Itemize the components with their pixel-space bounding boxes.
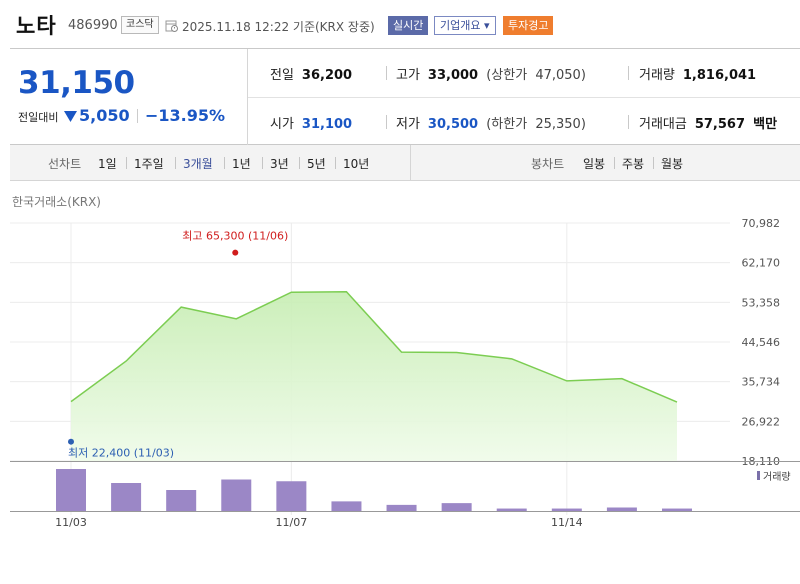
current-price: 31,150 <box>18 65 135 101</box>
divider <box>386 115 387 129</box>
chart-source: 한국거래소(KRX) <box>12 195 101 209</box>
price-chart[interactable]: 70,98262,17053,35844,54635,73426,92218,1… <box>0 210 800 540</box>
divider <box>126 157 127 169</box>
volume-value: 1,816,041 <box>682 68 757 83</box>
amount-value: 57,567 <box>694 117 746 132</box>
y-tick-label: 53,358 <box>742 296 781 309</box>
prev-close-label: 전일 <box>270 68 294 83</box>
change-label: 전일대비 <box>18 111 59 124</box>
y-tick-label: 35,734 <box>742 376 781 389</box>
volume-bar <box>221 479 252 511</box>
x-tick-label: 11/07 <box>276 516 308 529</box>
day-high: 고가 33,000 (상한가 47,050) <box>396 64 586 83</box>
divider <box>628 66 629 80</box>
volume-bar <box>606 507 637 511</box>
period-selector: 선차트 1일 1주일 3개월 1년 3년 5년 10년 봉차트 일봉 주봉 월봉 <box>10 145 800 181</box>
market-badge: 코스닥 <box>121 16 159 34</box>
period-3y[interactable]: 3년 <box>270 157 289 171</box>
company-overview-button[interactable]: 기업개요 ▾ <box>434 16 496 35</box>
candle-chart-label: 봉차트 <box>531 157 565 171</box>
down-arrow-icon <box>64 111 77 122</box>
divider <box>386 66 387 80</box>
period-1w[interactable]: 1주일 <box>134 157 164 171</box>
high-value: 33,000 <box>427 68 479 83</box>
high-label: 최고 65,300 (11/06) <box>182 230 288 243</box>
divider <box>628 115 629 129</box>
low-marker <box>68 438 74 445</box>
high-marker <box>232 249 239 256</box>
high-label: 고가 <box>396 68 420 83</box>
open-value: 31,100 <box>301 117 353 132</box>
low-value: 30,500 <box>427 117 479 132</box>
volume-bar <box>166 490 197 511</box>
candle-daily[interactable]: 일봉 <box>583 157 606 171</box>
volume-bar <box>111 483 142 511</box>
legend-swatch <box>757 471 760 480</box>
divider <box>335 157 336 169</box>
volume-bar <box>662 508 692 511</box>
period-1d[interactable]: 1일 <box>98 157 117 171</box>
open-price: 시가 31,100 <box>270 113 352 132</box>
period-10y[interactable]: 10년 <box>343 157 370 171</box>
stock-name: 노타 <box>16 14 57 38</box>
volume-bar <box>551 508 582 511</box>
legend-label: 거래량 <box>763 471 791 483</box>
period-3m[interactable]: 3개월 <box>183 157 213 171</box>
trade-amount: 거래대금 57,567 백만 <box>639 113 777 132</box>
realtime-button[interactable]: 실시간 <box>388 16 429 35</box>
current-price-box: 31,150 전일대비 5,050 −13.95% <box>10 49 248 145</box>
upper-limit-value: 47,050) <box>535 68 586 83</box>
volume-bar <box>496 508 527 511</box>
amount-label: 거래대금 <box>639 117 687 132</box>
prev-close: 전일 36,200 <box>270 64 352 83</box>
amount-unit: 백만 <box>753 117 778 132</box>
divider <box>299 157 300 169</box>
divider <box>175 157 176 169</box>
divider <box>614 157 615 169</box>
price-summary: 31,150 전일대비 5,050 −13.95% 전일 36,200 고가 33,… <box>10 48 800 145</box>
y-tick-label: 62,170 <box>742 257 781 270</box>
open-label: 시가 <box>270 117 294 132</box>
x-tick-label: 11/03 <box>55 516 87 529</box>
lower-limit-label: (하한가 <box>486 117 528 132</box>
row-divider <box>248 97 800 98</box>
x-tick-label: 11/14 <box>551 516 583 529</box>
line-chart-label: 선차트 <box>48 157 82 171</box>
change-percent: −13.95% <box>145 106 226 125</box>
stock-code: 486990 <box>68 18 118 33</box>
upper-limit-label: (상한가 <box>486 68 528 83</box>
volume-bar <box>441 503 472 511</box>
divider <box>224 157 225 169</box>
calendar-icon <box>165 20 178 32</box>
volume-bar <box>276 481 307 511</box>
timestamp: 2025.11.18 12:22 기준(KRX 장중) <box>182 20 375 34</box>
volume: 거래량 1,816,041 <box>639 64 756 83</box>
stock-header: 노타 486990 코스닥 2025.11.18 12:22 기준(KRX 장중… <box>0 0 800 48</box>
y-tick-label: 44,546 <box>742 336 781 349</box>
period-1y[interactable]: 1년 <box>232 157 251 171</box>
day-low: 저가 30,500 (하한가 25,350) <box>396 113 586 132</box>
candle-weekly[interactable]: 주봉 <box>622 157 645 171</box>
candle-monthly[interactable]: 월봉 <box>661 157 684 171</box>
change-value: 5,050 <box>79 106 130 125</box>
y-tick-label: 26,922 <box>742 415 781 428</box>
prev-close-value: 36,200 <box>301 68 353 83</box>
y-tick-label: 70,982 <box>742 217 781 230</box>
divider <box>653 157 654 169</box>
investment-warning-badge[interactable]: 투자경고 <box>503 16 554 35</box>
volume-bar <box>386 504 417 511</box>
section-divider <box>410 145 411 181</box>
price-area <box>71 291 677 461</box>
change-divider <box>137 109 138 123</box>
volume-label: 거래량 <box>639 68 675 83</box>
price-line <box>70 291 678 403</box>
volume-bar <box>331 501 362 511</box>
volume-bar <box>56 469 86 511</box>
lower-limit-value: 25,350) <box>535 117 586 132</box>
period-5y[interactable]: 5년 <box>307 157 326 171</box>
low-label: 최저 22,400 (11/03) <box>68 447 174 460</box>
low-label: 저가 <box>396 117 420 132</box>
divider <box>262 157 263 169</box>
